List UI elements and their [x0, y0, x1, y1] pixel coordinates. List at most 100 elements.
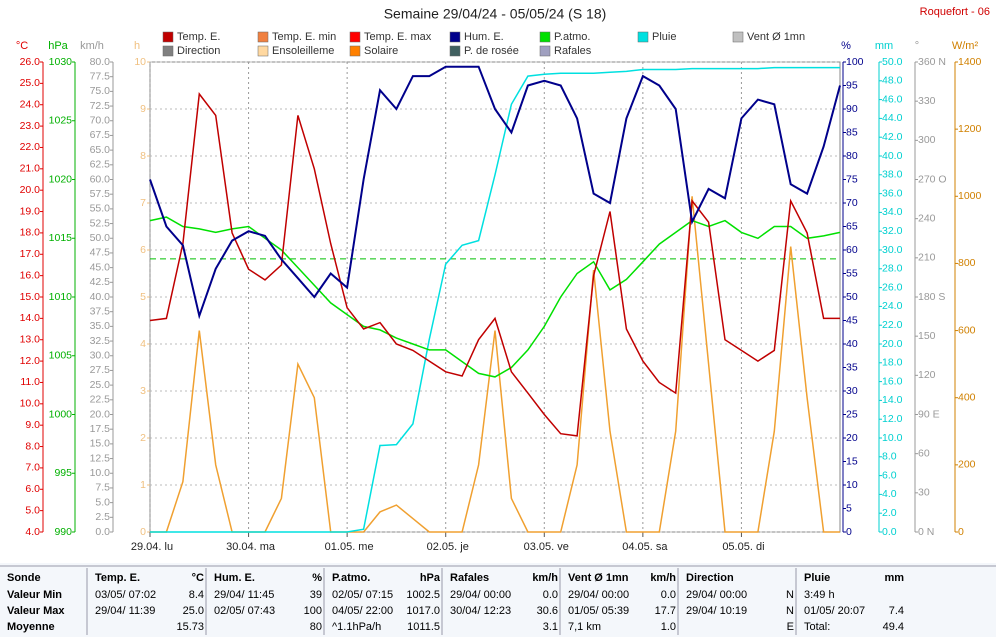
y-tick-label: 28.0: [882, 263, 903, 275]
chart-title: Semaine 29/04/24 - 05/05/24 (S 18): [384, 6, 607, 22]
y-tick-label: 17.0: [20, 248, 41, 260]
y-tick-label: 2.5: [95, 511, 110, 523]
y-tick-label: 20.0: [20, 184, 41, 196]
y-tick-label: 24.0: [882, 300, 903, 312]
table-cell: ^1.1hPa/h: [332, 621, 381, 633]
y-tick-label: 1010: [49, 291, 73, 303]
table-cell: 29/04/ 00:00: [568, 589, 629, 601]
y-tick-label: 4.0: [25, 526, 40, 538]
y-tick-label: 12.0: [20, 355, 41, 367]
table-cell: 30/04/ 12:23: [450, 605, 511, 617]
table-cell: 1002.5: [406, 589, 440, 601]
legend-swatch: [257, 45, 269, 57]
x-tick-label: 02.05. je: [427, 541, 469, 553]
y-tick-label: 12.0: [882, 413, 903, 425]
axis-unit: mm: [875, 40, 893, 52]
y-tick-label: 67.5: [90, 129, 111, 141]
table-header: P.atmo.: [332, 572, 370, 584]
y-tick-label: 95: [846, 79, 858, 91]
x-tick-label: 04.05. sa: [622, 541, 668, 553]
y-tick-label: 85: [846, 126, 858, 138]
y-tick-label: 995: [54, 467, 72, 479]
y-tick-label: 1400: [958, 56, 982, 68]
table-cell: 1011.5: [407, 621, 440, 633]
y-tick-label: 35: [846, 361, 858, 373]
table-cell: 3:49 h: [804, 589, 835, 601]
legend-swatch: [449, 31, 461, 43]
legend-label: Ensoleilleme: [272, 45, 334, 57]
station: Roquefort - 06: [920, 6, 990, 18]
y-tick-label: 62.5: [90, 159, 111, 171]
y-tick-label: 50.0: [90, 232, 111, 244]
table-unit: km/h: [532, 572, 558, 584]
table-header: Temp. E.: [95, 572, 140, 584]
y-tick-label: 14.0: [20, 312, 41, 324]
y-tick-label: 6: [140, 244, 146, 256]
y-tick-label: 9: [140, 103, 146, 115]
y-tick-label: 30.0: [90, 350, 111, 362]
y-tick-label: 270 O: [918, 173, 947, 185]
y-tick-label: 5: [140, 291, 146, 303]
y-tick-label: 4: [140, 338, 146, 350]
y-tick-label: 42.5: [90, 276, 111, 288]
series-line: [149, 65, 841, 320]
table-cell: E: [787, 621, 794, 633]
y-tick-label: 46.0: [882, 93, 903, 105]
y-tick-label: 200: [958, 459, 976, 471]
y-tick-label: 30: [918, 487, 930, 499]
y-tick-label: 1: [140, 479, 146, 491]
y-tick-label: 70.0: [90, 115, 111, 127]
y-tick-label: 25: [846, 408, 858, 420]
y-tick-label: 16.0: [20, 269, 41, 281]
y-tick-label: 40: [846, 338, 858, 350]
y-tick-label: 21.0: [20, 163, 41, 175]
y-tick-label: 10.0: [882, 432, 903, 444]
y-tick-label: 800: [958, 257, 976, 269]
y-tick-label: 100: [846, 56, 864, 68]
table-cell: 39: [310, 589, 322, 601]
table-cell: 29/04/ 10:19: [686, 605, 747, 617]
y-tick-label: 65.0: [90, 144, 111, 156]
y-tick-label: 19.0: [20, 205, 41, 217]
legend-swatch: [449, 45, 461, 57]
legend-label: Temp. E. max: [364, 31, 432, 43]
y-tick-label: 300: [918, 134, 936, 146]
y-tick-label: 27.5: [90, 364, 111, 376]
y-tick-label: 8.0: [25, 440, 40, 452]
y-tick-label: 0.0: [95, 526, 110, 538]
table-cell: 29/04/ 00:00: [686, 589, 747, 601]
y-tick-label: 6.0: [25, 483, 40, 495]
y-tick-label: 15: [846, 455, 858, 467]
table-cell: 15.73: [176, 621, 204, 633]
y-tick-label: 22.5: [90, 394, 111, 406]
y-tick-label: 22.0: [882, 319, 903, 331]
y-tick-label: 34.0: [882, 206, 903, 218]
y-tick-label: 7.0: [25, 462, 40, 474]
axis-unit: W/m²: [952, 40, 979, 52]
table-header: Hum. E.: [214, 572, 255, 584]
y-tick-label: 1030: [49, 56, 73, 68]
y-tick-label: 20.0: [90, 408, 111, 420]
y-tick-label: 44.0: [882, 112, 903, 124]
table-row-label: Moyenne: [7, 621, 55, 633]
y-tick-label: 10.0: [20, 398, 41, 410]
legend-swatch: [257, 31, 269, 43]
y-tick-label: 35.0: [90, 320, 111, 332]
table-header: Sonde: [7, 572, 41, 584]
table-unit: °C: [192, 572, 204, 584]
y-tick-label: 0: [846, 526, 852, 538]
y-tick-label: 48.0: [882, 75, 903, 87]
legend-swatch: [539, 31, 551, 43]
legend-label: P. de rosée: [464, 45, 519, 57]
y-tick-label: 20.0: [882, 338, 903, 350]
y-tick-label: 3: [140, 385, 146, 397]
y-tick-label: 240: [918, 212, 936, 224]
y-tick-label: 990: [54, 526, 72, 538]
y-tick-label: 8.0: [882, 451, 897, 463]
legend-swatch: [349, 45, 361, 57]
x-tick-label: 29.04. lu: [131, 541, 173, 553]
y-tick-label: 2.0: [882, 507, 897, 519]
y-tick-label: 1000: [49, 408, 73, 420]
y-tick-label: 90 E: [918, 408, 940, 420]
